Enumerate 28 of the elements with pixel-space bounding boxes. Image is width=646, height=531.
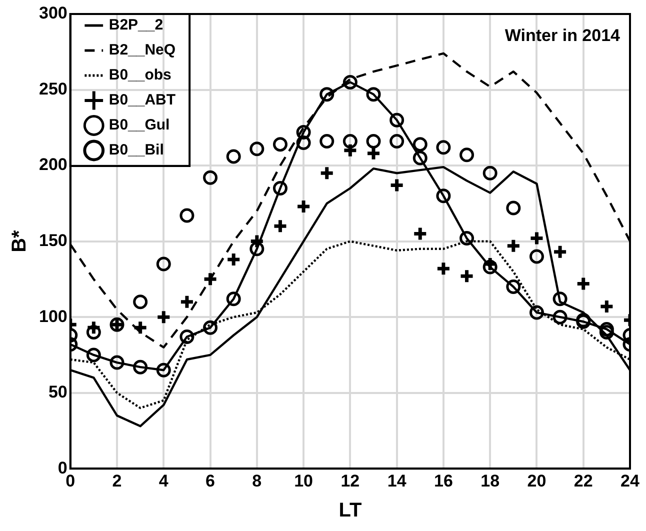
- x-tick-label: 20: [527, 471, 546, 490]
- x-tick-label: 16: [434, 471, 453, 490]
- legend-label: B0__ABT: [108, 92, 176, 109]
- y-axis-title: B*: [8, 230, 31, 252]
- legend-label: B0__Gul: [108, 116, 170, 134]
- y-tick-label: 50: [48, 382, 68, 402]
- x-tick-label: 4: [158, 471, 169, 490]
- x-tick-label: 2: [112, 471, 122, 490]
- y-tick-label: 100: [38, 306, 68, 326]
- y-tick-label: 200: [38, 155, 68, 174]
- legend-label: B0__obs: [108, 66, 172, 84]
- legend-label: B0__Bil: [108, 142, 164, 159]
- legend-label: B2__NeQ: [108, 42, 176, 59]
- x-tick-label: 22: [574, 471, 593, 490]
- x-tick-label: 18: [480, 471, 500, 490]
- x-tick-label: 12: [340, 471, 360, 490]
- y-tick-label: 0: [58, 458, 68, 478]
- x-tick-label: 24: [620, 471, 640, 490]
- legend-label: B2P__2: [108, 16, 164, 34]
- y-tick-label: 300: [38, 4, 68, 23]
- x-tick-label: 6: [206, 471, 216, 490]
- x-axis-title: LT: [338, 500, 362, 522]
- y-tick-label: 250: [38, 79, 68, 98]
- y-tick-label: 150: [38, 230, 68, 250]
- x-tick-label: 14: [387, 471, 407, 490]
- annotation: Winter in 2014: [504, 26, 621, 46]
- x-tick-label: 8: [252, 471, 262, 490]
- x-tick-label: 10: [294, 471, 314, 490]
